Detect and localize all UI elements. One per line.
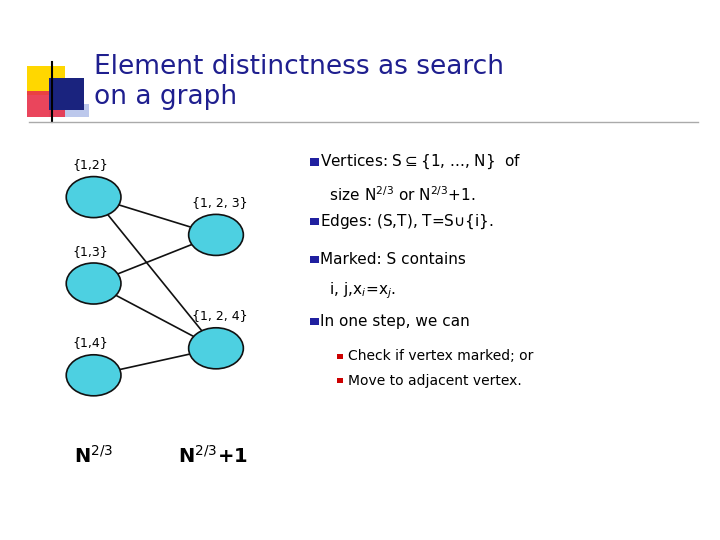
Circle shape (66, 355, 121, 396)
Text: size N$^{2/3}$ or N$^{2/3}$+1.: size N$^{2/3}$ or N$^{2/3}$+1. (320, 185, 476, 204)
Bar (27, 91, 65, 117)
Text: Element distinctness as search: Element distinctness as search (94, 55, 503, 80)
Text: In one step, we can: In one step, we can (320, 314, 470, 329)
Bar (49, 104, 89, 117)
Text: {1,2}: {1,2} (72, 158, 108, 171)
Bar (337, 378, 343, 383)
Text: Edges: (S,T), T=S$\cup${i}.: Edges: (S,T), T=S$\cup${i}. (320, 212, 494, 231)
Text: on a graph: on a graph (94, 84, 237, 110)
Text: i, j,x$_i$=x$_j$.: i, j,x$_i$=x$_j$. (320, 280, 396, 301)
Circle shape (189, 214, 243, 255)
Text: Check if vertex marked; or: Check if vertex marked; or (348, 349, 533, 363)
Bar (310, 159, 319, 165)
Bar (310, 255, 319, 262)
Bar (337, 354, 343, 359)
Bar (49, 78, 84, 110)
Circle shape (189, 328, 243, 369)
Text: N$^{2/3}$+1: N$^{2/3}$+1 (178, 446, 247, 467)
Text: Move to adjacent vertex.: Move to adjacent vertex. (348, 374, 521, 388)
Circle shape (66, 263, 121, 304)
Bar (310, 318, 319, 325)
Text: {1,3}: {1,3} (72, 245, 108, 258)
Text: N$^{2/3}$: N$^{2/3}$ (74, 446, 113, 467)
Bar (310, 218, 319, 225)
Bar (27, 66, 65, 94)
Text: Vertices: S$\subseteq${1, ..., N}  of: Vertices: S$\subseteq${1, ..., N} of (320, 153, 522, 171)
Text: {1, 2, 4}: {1, 2, 4} (192, 309, 248, 322)
Text: {1,4}: {1,4} (72, 336, 108, 349)
Text: {1, 2, 3}: {1, 2, 3} (192, 196, 248, 209)
Circle shape (66, 177, 121, 218)
Text: Marked: S contains: Marked: S contains (320, 252, 467, 267)
